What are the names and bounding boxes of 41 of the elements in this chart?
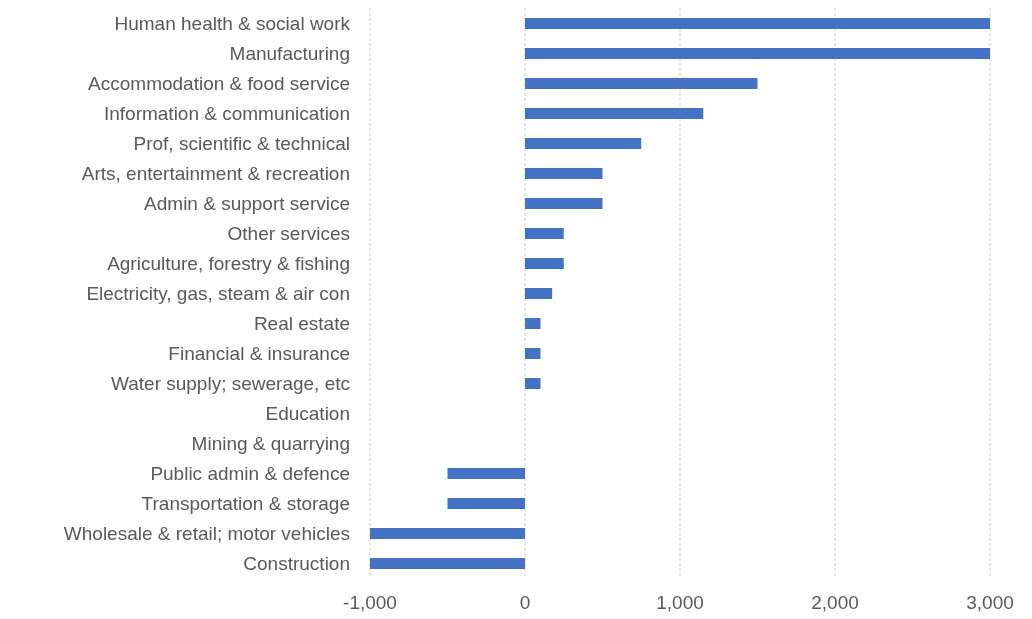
y-tick-label: Water supply; sewerage, etc (110, 372, 350, 394)
y-tick-label: Arts, entertainment & recreation (81, 162, 350, 184)
x-tick-label: 0 (519, 592, 531, 614)
y-tick-label: Admin & support service (144, 192, 350, 214)
bar (525, 78, 758, 89)
y-tick-label: Wholesale & retail; motor vehicles (63, 522, 350, 544)
bar (370, 528, 525, 539)
bar (525, 108, 704, 119)
y-tick-label: Construction (243, 552, 350, 574)
y-tick-label: Electricity, gas, steam & air con (86, 282, 350, 304)
bar (525, 288, 553, 299)
bar (525, 228, 564, 239)
y-tick-label: Transportation & storage (141, 492, 350, 514)
y-tick-label: Financial & insurance (168, 342, 350, 364)
y-tick-label: Other services (227, 222, 350, 244)
x-tick-label: -1,000 (343, 592, 397, 614)
x-tick-label: 3,000 (966, 592, 1014, 614)
y-tick-label: Education (265, 402, 350, 424)
bar (525, 258, 564, 269)
bar (370, 558, 525, 569)
y-tick-label: Information & communication (103, 102, 350, 124)
y-tick-label: Prof, scientific & technical (133, 132, 350, 154)
bar (525, 138, 642, 149)
x-tick-label: 2,000 (811, 592, 859, 614)
bar (525, 198, 603, 209)
bar (525, 18, 990, 29)
y-tick-label: Mining & quarrying (191, 432, 350, 454)
y-tick-label: Accommodation & food service (88, 72, 350, 94)
bar (525, 318, 541, 329)
bar (525, 168, 603, 179)
y-tick-label: Real estate (253, 312, 350, 334)
x-tick-label: 1,000 (656, 592, 704, 614)
bar (525, 348, 541, 359)
bar (447, 468, 525, 479)
y-tick-label: Agriculture, forestry & fishing (107, 252, 350, 274)
y-tick-label: Human health & social work (114, 12, 351, 34)
bar (525, 48, 990, 59)
bar (525, 378, 541, 389)
y-tick-label: Public admin & defence (150, 462, 350, 484)
bar (447, 498, 525, 509)
y-tick-label: Manufacturing (229, 42, 350, 64)
